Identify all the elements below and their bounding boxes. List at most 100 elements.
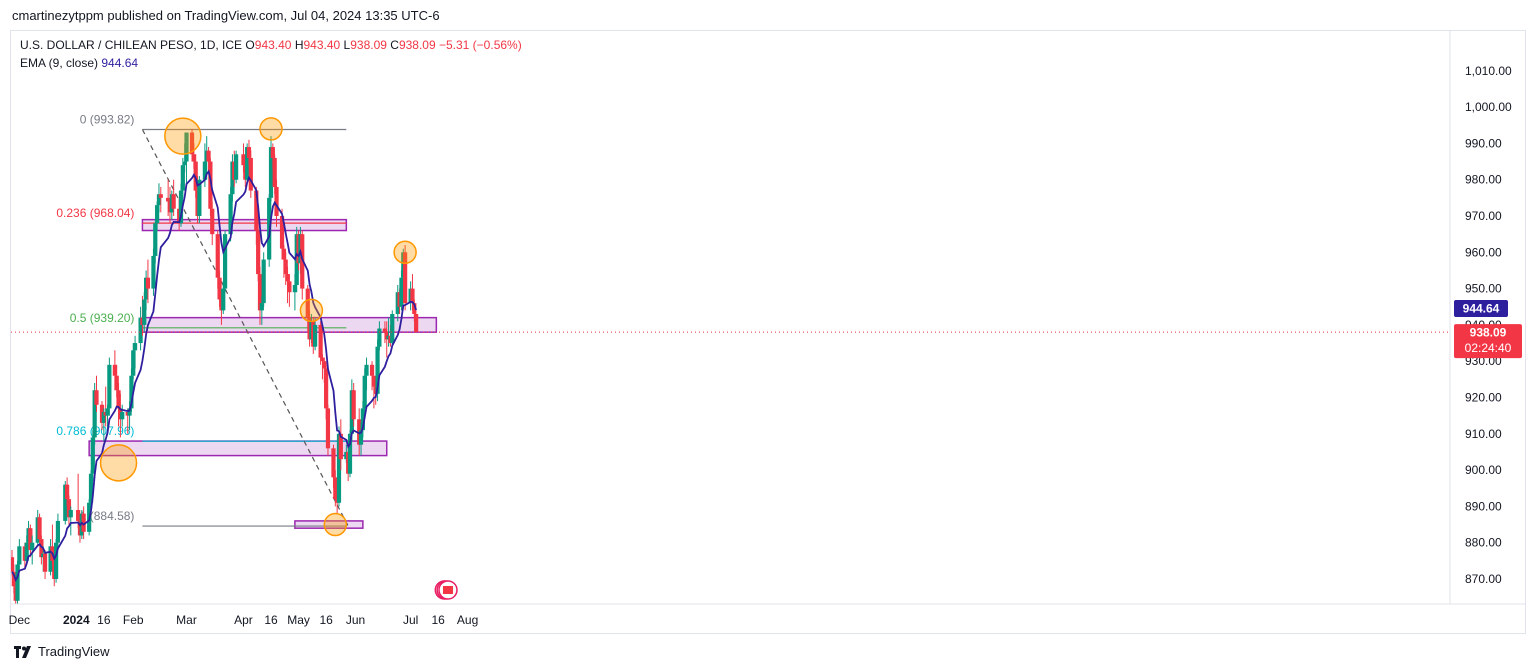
- candle-body: [15, 564, 20, 601]
- candle[interactable]: [55, 513, 61, 547]
- candle[interactable]: [42, 549, 48, 579]
- candle[interactable]: [351, 382, 356, 427]
- candle[interactable]: [364, 357, 369, 391]
- candle[interactable]: [210, 201, 215, 246]
- candle-body: [193, 161, 198, 191]
- candle[interactable]: [138, 306, 143, 351]
- candle-body: [399, 277, 404, 307]
- candle-body: [322, 361, 327, 369]
- candle[interactable]: [414, 314, 419, 333]
- candle[interactable]: [155, 201, 160, 231]
- candle-body: [305, 288, 310, 318]
- candle[interactable]: [256, 223, 261, 282]
- candle[interactable]: [158, 186, 163, 213]
- candle-body: [88, 473, 94, 503]
- candle[interactable]: [53, 539, 59, 583]
- candle[interactable]: [90, 430, 95, 481]
- candle-body: [90, 437, 95, 474]
- candle[interactable]: [377, 321, 382, 351]
- ema-price-tag[interactable]: 944.64: [1454, 300, 1508, 318]
- candle[interactable]: [88, 470, 94, 507]
- candle-body: [166, 197, 171, 202]
- candle[interactable]: [15, 560, 20, 605]
- candle[interactable]: [325, 404, 331, 456]
- pivot-marker[interactable]: [323, 512, 348, 537]
- candle-body: [287, 281, 292, 293]
- x-tick-label: 16: [264, 613, 278, 627]
- support-resistance-zone[interactable]: [141, 218, 348, 232]
- pivot-marker[interactable]: [299, 298, 324, 323]
- pivot-marker[interactable]: [259, 117, 283, 141]
- pivot-marker[interactable]: [164, 117, 202, 155]
- candle[interactable]: [274, 179, 279, 227]
- economic-event-icon[interactable]: [438, 580, 458, 600]
- candle[interactable]: [28, 524, 33, 558]
- candle[interactable]: [30, 535, 35, 565]
- y-tick-label: 880.00: [1465, 536, 1502, 550]
- candle[interactable]: [107, 357, 112, 416]
- candle[interactable]: [151, 248, 156, 296]
- candle[interactable]: [153, 219, 158, 264]
- candle[interactable]: [10, 549, 15, 576]
- footer-brand[interactable]: TradingView: [14, 644, 110, 659]
- y-tick-label: 990.00: [1465, 136, 1502, 150]
- y-tick-label: 920.00: [1465, 391, 1502, 405]
- candle-body: [403, 252, 408, 304]
- fib-trend-line[interactable]: [141, 129, 349, 527]
- candle-body: [245, 147, 250, 180]
- high-value: 943.40: [303, 38, 341, 52]
- candle[interactable]: [390, 310, 395, 347]
- candle[interactable]: [37, 513, 42, 543]
- x-tick-label: 16: [432, 613, 446, 627]
- candle[interactable]: [318, 321, 323, 365]
- candle[interactable]: [145, 259, 151, 304]
- candle[interactable]: [105, 404, 110, 431]
- pivot-marker[interactable]: [393, 240, 417, 265]
- candle[interactable]: [94, 375, 99, 413]
- ema-tag-bg: [1454, 300, 1508, 318]
- candle-body: [347, 433, 353, 474]
- candle-body: [279, 216, 285, 249]
- candle-body: [318, 324, 323, 358]
- support-resistance-zone[interactable]: [294, 520, 364, 529]
- candle-body: [131, 350, 136, 376]
- candle[interactable]: [257, 266, 263, 325]
- pivot-marker[interactable]: [99, 444, 138, 482]
- candle[interactable]: [234, 150, 239, 184]
- candle[interactable]: [17, 539, 22, 572]
- candle[interactable]: [132, 335, 138, 369]
- candle[interactable]: [68, 506, 73, 536]
- candle-body: [268, 147, 274, 198]
- candle[interactable]: [313, 317, 318, 351]
- candle[interactable]: [39, 535, 44, 565]
- candle-body: [191, 154, 196, 162]
- candle-body: [261, 259, 266, 304]
- candle[interactable]: [300, 230, 305, 300]
- ema-line[interactable]: [11, 169, 417, 583]
- candle[interactable]: [120, 404, 125, 427]
- candle[interactable]: [261, 252, 266, 307]
- candle-body: [364, 364, 369, 376]
- plot-area[interactable]: 0 (993.82)0.236 (968.04)0.5 (939.20)0.78…: [10, 113, 458, 609]
- candle[interactable]: [403, 245, 408, 311]
- fib-level-label: 0.236 (968.04): [56, 206, 134, 220]
- candle-body: [55, 520, 61, 543]
- candle[interactable]: [81, 506, 86, 540]
- candle[interactable]: [171, 179, 176, 216]
- ema-legend[interactable]: EMA (9, close) 944.64: [20, 56, 138, 70]
- candle-body: [37, 517, 42, 540]
- candle[interactable]: [208, 157, 213, 216]
- candle[interactable]: [184, 132, 189, 184]
- candle[interactable]: [347, 430, 353, 478]
- candle[interactable]: [222, 230, 228, 293]
- open-label: O: [245, 38, 255, 52]
- candle[interactable]: [287, 274, 292, 307]
- symbol-legend[interactable]: U.S. DOLLAR / CHILEAN PESO, 1D, ICE O943…: [20, 38, 522, 52]
- candle-body: [333, 477, 338, 500]
- candle-body: [259, 303, 264, 311]
- candle[interactable]: [248, 150, 253, 198]
- candle[interactable]: [76, 473, 81, 529]
- candle[interactable]: [338, 419, 343, 471]
